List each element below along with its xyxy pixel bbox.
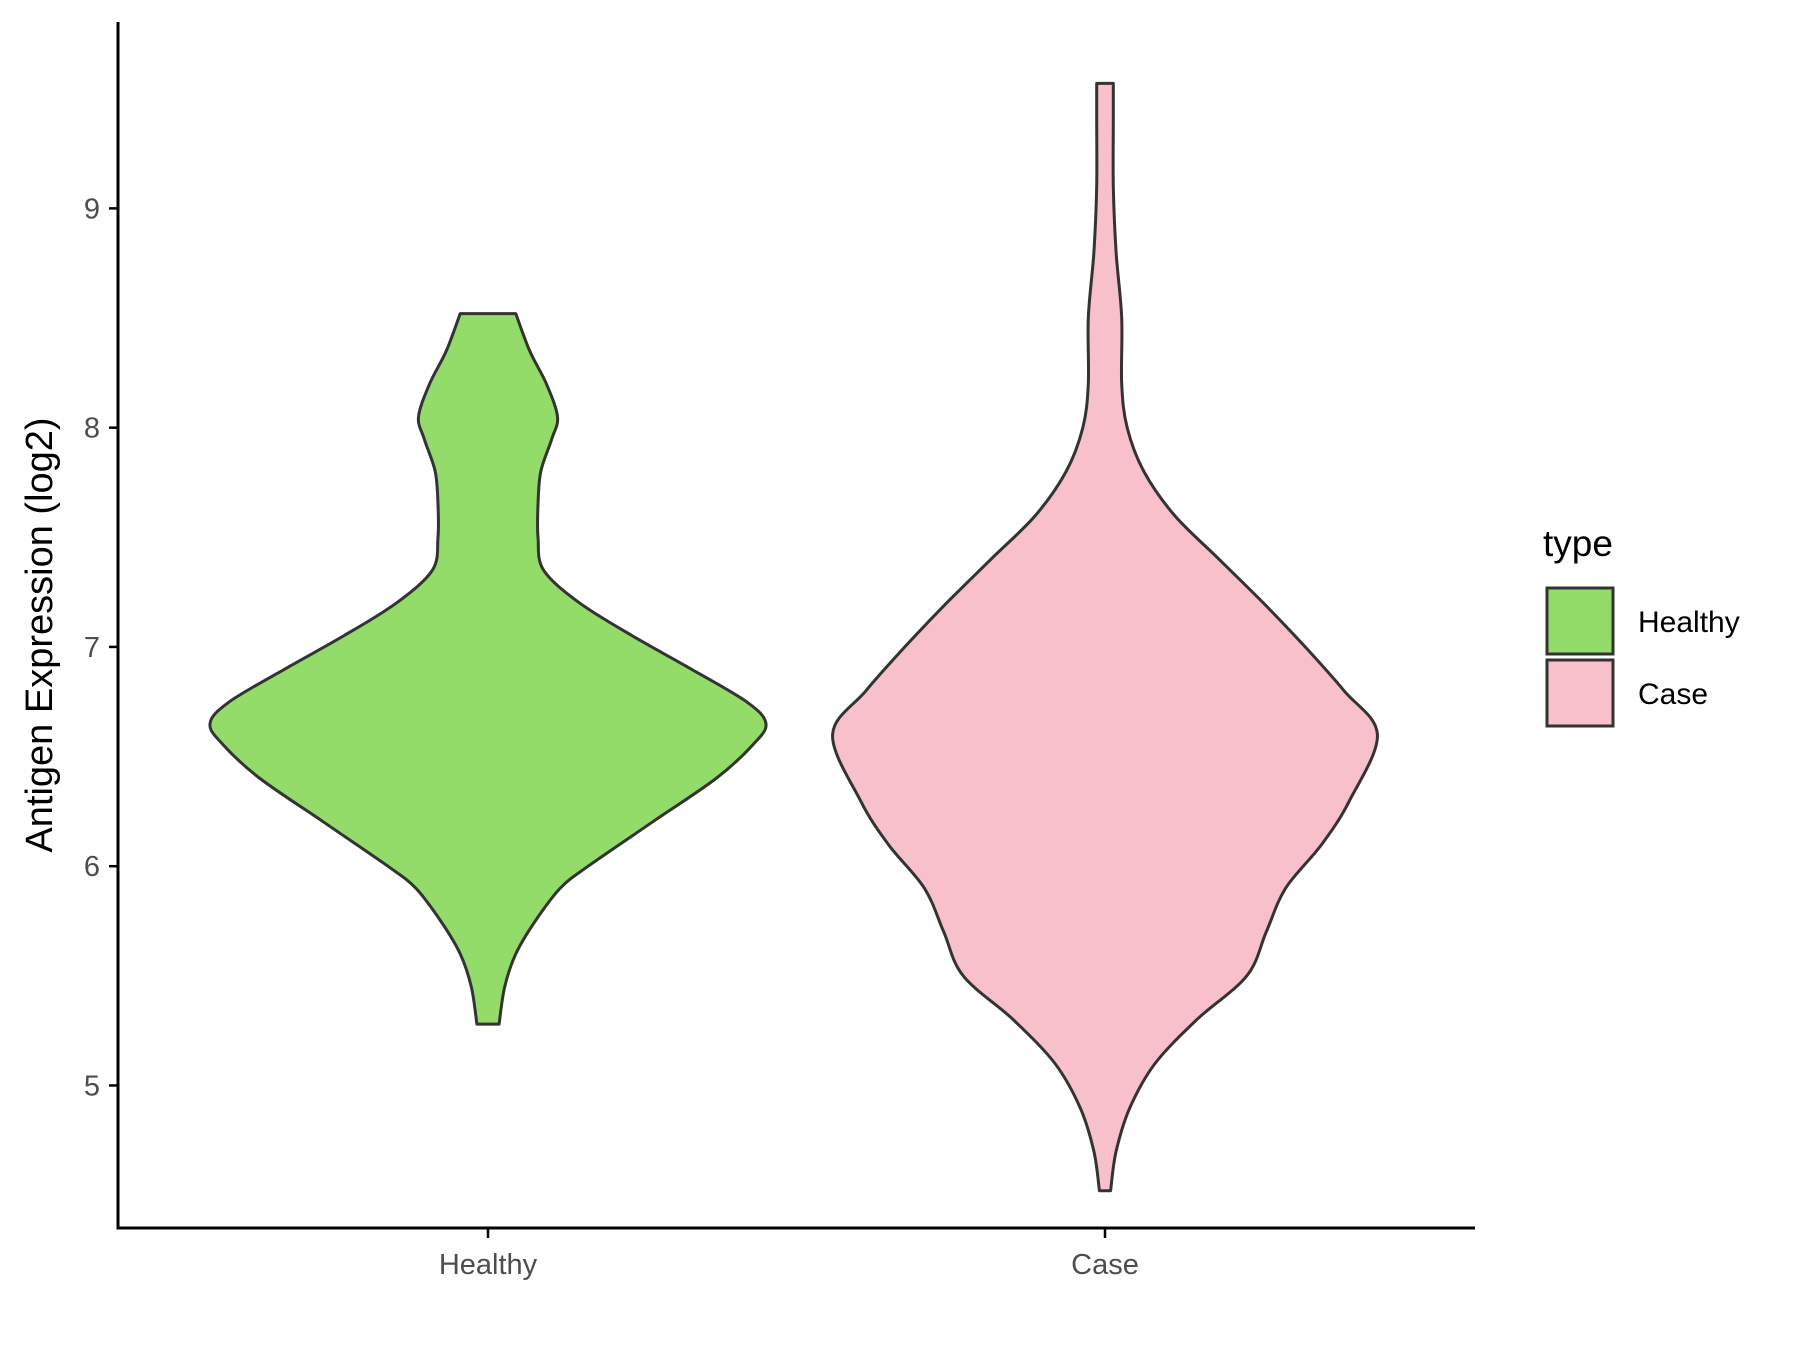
legend-items: Healthy Case	[1545, 586, 1740, 728]
legend-label-healthy: Healthy	[1638, 606, 1740, 639]
y-tick-label: 6	[84, 851, 100, 883]
y-tick-label: 5	[84, 1070, 100, 1102]
legend-title: type	[1543, 523, 1613, 564]
x-tick-label: Case	[1071, 1249, 1139, 1281]
violin-layer	[208, 81, 1379, 1193]
y-tick-label: 8	[84, 413, 100, 445]
y-axis-ticks: 5 6 7 8 9	[84, 193, 118, 1102]
violin-case	[831, 81, 1379, 1193]
legend-label-case: Case	[1638, 678, 1708, 711]
x-axis-ticks: Healthy Case	[439, 1228, 1139, 1281]
legend-swatch-case	[1545, 658, 1615, 728]
legend-swatch-healthy	[1545, 586, 1615, 656]
legend: type Healthy Case	[1543, 523, 1740, 728]
violin-healthy	[208, 312, 768, 1026]
y-tick-label: 9	[84, 193, 100, 225]
y-axis-title: Antigen Expression (log2)	[19, 417, 61, 852]
x-tick-label: Healthy	[439, 1249, 538, 1281]
y-tick-label: 7	[84, 632, 100, 664]
